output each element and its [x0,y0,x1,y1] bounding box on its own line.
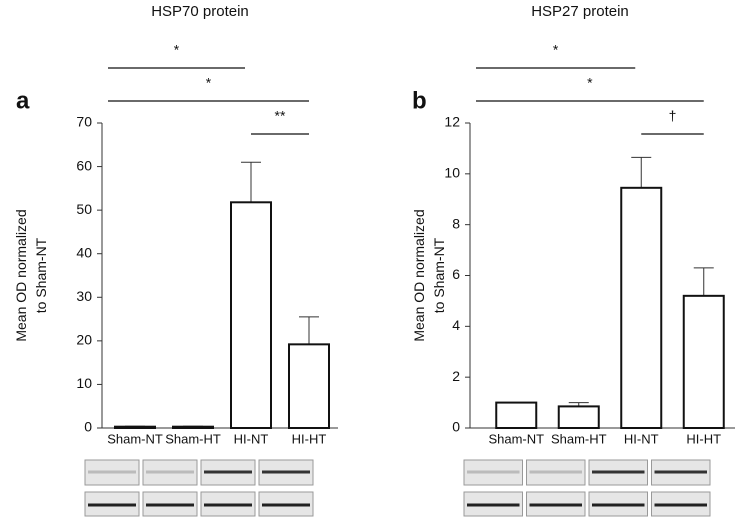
x-tick-label: HI-HT [686,431,721,446]
y-tick-label: 50 [76,201,92,217]
y-tick-label: 4 [452,317,460,333]
panel-label: b [412,87,427,114]
chart-title: HSP70 protein [151,3,249,20]
x-tick-label: HI-HT [292,431,327,446]
x-tick-label: Sham-NT [107,431,163,446]
y-tick-label: 2 [452,368,460,384]
bar [172,425,214,430]
y-tick-label: 70 [76,114,92,130]
significance-label: * [174,42,180,58]
y-axis-label: Mean OD normalized to Sham-NT [411,209,447,341]
significance-label: † [669,108,677,124]
y-tick-label: 20 [76,332,92,348]
bar [495,401,538,430]
y-tick-label: 6 [452,266,460,282]
bar [288,343,330,430]
y-axis-label-line: Mean OD normalized [411,209,427,341]
bar [557,405,600,430]
y-tick-label: 40 [76,244,92,260]
y-axis-label-line: to Sham-NT [431,237,447,313]
bar [114,425,156,430]
x-tick-label: Sham-HT [551,431,607,446]
y-axis-label: Mean OD normalized to Sham-NT [13,209,49,341]
y-axis-label-line: to Sham-NT [33,237,49,313]
y-tick-label: 30 [76,288,92,304]
significance-label: * [206,75,212,91]
significance-label: ** [275,108,286,124]
chart-title: HSP27 protein [531,3,629,20]
y-tick-label: 12 [444,114,460,130]
y-tick-label: 8 [452,215,460,231]
x-tick-label: Sham-NT [488,431,544,446]
x-tick-label: Sham-HT [165,431,221,446]
significance-label: * [587,75,593,91]
bar [230,201,272,429]
x-tick-label: HI-NT [624,431,659,446]
panel-label: a [16,87,30,114]
y-axis-label-line: Mean OD normalized [13,209,29,341]
y-tick-label: 0 [452,419,460,435]
y-tick-label: 10 [444,165,460,181]
y-tick-label: 0 [84,419,92,435]
x-tick-label: HI-NT [234,431,269,446]
significance-label: * [553,42,559,58]
y-tick-label: 60 [76,157,92,173]
bar [620,186,663,429]
bar [682,294,725,430]
y-tick-label: 10 [76,375,92,391]
